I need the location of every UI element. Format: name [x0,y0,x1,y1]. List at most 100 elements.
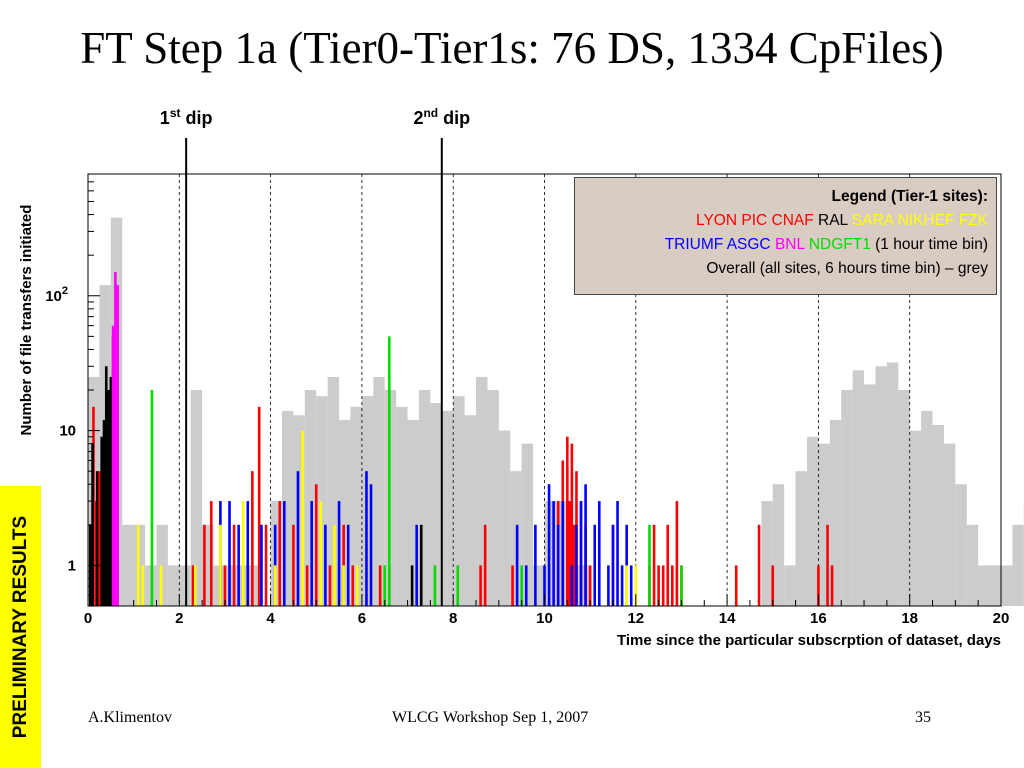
site-bar [369,484,373,606]
site-bar [620,565,624,606]
site-bar [378,565,382,606]
overall-bar [864,384,876,606]
preliminary-banner: PRELIMINARY RESULTS [0,486,41,768]
site-bar [209,501,213,606]
preliminary-label: PRELIMINARY RESULTS [9,515,31,739]
site-bar [102,419,106,606]
overall-bar [476,376,488,606]
site-bar [98,471,101,606]
overall-bar [339,419,351,606]
x-tick-label: 16 [810,610,827,627]
site-bar [324,524,327,606]
site-bar [629,565,633,606]
site-bar [95,471,99,606]
site-bar [219,524,222,606]
overall-bar [806,436,819,606]
x-tick-label: 2 [175,610,183,627]
overall-bar [943,443,956,606]
site-bar [159,565,163,606]
site-bar [260,524,263,606]
x-tick-label: 12 [627,610,644,627]
site-bar [328,565,332,606]
overall-bar [202,524,214,606]
site-bar [433,565,437,606]
site-bar [223,565,227,606]
site-bar [410,565,414,606]
site-bar [734,565,738,606]
overall-bar [852,370,865,606]
site-bar [657,565,660,606]
legend-row: TRIUMF ASGC BNL NDGFT1 (1 hour time bin) [575,233,988,257]
x-tick-label: 6 [358,610,366,627]
site-bar [607,565,610,606]
overall-bar [396,406,408,606]
site-bar [680,565,683,606]
overall-bar [989,565,1001,606]
site-bar [228,501,231,606]
site-bar [100,436,103,606]
site-bar [616,501,619,606]
overall-bar [1001,565,1013,606]
legend-entry: LYON PIC CNAF [696,212,814,229]
x-axis-label: Time since the particular subscrption of… [617,632,1001,649]
site-bar [351,565,355,606]
site-bar [534,524,537,606]
overall-bar [464,415,477,606]
site-bar [415,524,418,606]
y-tick-label: 10 [59,423,76,440]
site-bar [141,565,145,606]
site-bar [114,272,117,606]
site-bar [588,565,592,606]
site-bar [237,524,240,606]
site-bar [625,565,628,606]
overall-bar [921,410,933,606]
legend-entry: SARA NIKHEF FZK [851,212,988,229]
x-tick-label: 20 [993,610,1010,627]
site-bar [278,501,282,606]
legend-entry: BNL [774,236,809,253]
site-bar [830,565,834,606]
site-bar [597,501,601,606]
overall-bar [841,390,853,606]
site-bar [333,524,336,606]
site-bar [556,524,560,606]
site-bar [356,565,359,606]
site-bar [232,524,236,606]
overall-bar [441,410,454,606]
site-bar [365,471,368,606]
site-bar [296,471,300,606]
legend-row: LYON PIC CNAF RAL SARA NIKHEF FZK [575,209,988,233]
site-bar [264,524,268,606]
x-tick-label: 14 [719,610,736,627]
overall-bar [955,484,967,606]
site-bar [570,443,574,606]
x-tick-label: 8 [449,610,457,627]
footer-event: WLCG Workshop Sep 1, 2007 [392,709,589,726]
site-bar [661,565,665,606]
overall-bar [350,406,362,606]
site-bar [104,366,108,606]
site-bar [273,565,277,606]
legend-box: Legend (Tier-1 sites): LYON PIC CNAF RAL… [574,177,997,295]
site-bar [109,376,113,606]
site-bar [292,524,295,606]
legend-entry: RAL [813,212,852,229]
site-bar [346,524,350,606]
site-bar [116,285,119,606]
site-bar [203,524,206,606]
x-tick-label: 18 [901,610,918,627]
site-bar [547,484,551,606]
site-bar [246,501,250,606]
legend-entry: Overall (all sites, 6 hours time bin) – … [706,260,988,277]
overall-bar [533,565,545,606]
x-tick-label: 10 [536,610,553,627]
site-bar [310,501,313,606]
overall-bar [978,565,990,606]
slide-title: FT Step 1a (Tier0-Tier1s: 76 DS, 1334 Cp… [80,23,944,73]
site-bar [251,471,254,606]
overall-bar [179,565,191,606]
overall-bar [898,390,910,606]
overall-bar [304,390,317,606]
overall-bar [167,565,180,606]
